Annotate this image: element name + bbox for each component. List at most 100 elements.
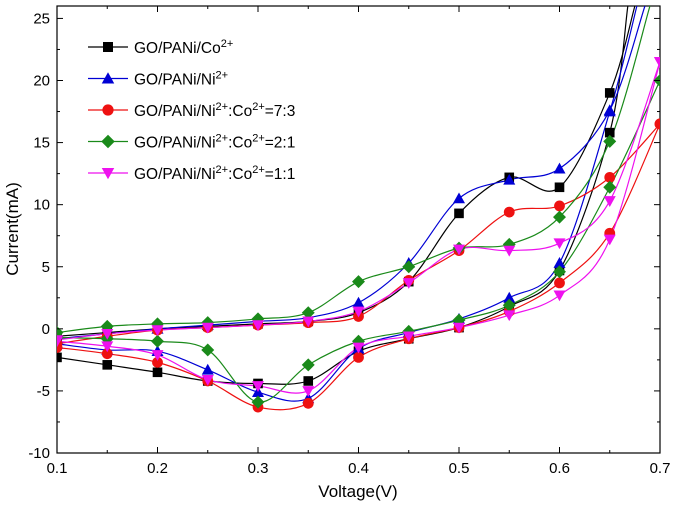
- legend-label-4-name_suffix: :Co: [228, 166, 252, 183]
- x-tick-label: 0.4: [348, 460, 369, 477]
- series-1-point: [553, 162, 566, 174]
- legend-label-1: GO/PANi/Ni2+: [134, 70, 228, 89]
- legend-label-3-name_sup2: 2+: [252, 133, 265, 145]
- series-4-point: [252, 320, 264, 332]
- legend-label-4-name_sup: 2+: [216, 164, 229, 176]
- series-2-point: [353, 351, 364, 363]
- series-2-point: [101, 348, 113, 360]
- x-axis-title: Voltage(V): [318, 482, 397, 501]
- series-1-cathodic-line: [57, 6, 638, 402]
- legend-label-4: GO/PANi/Ni2+:Co2+=1:1: [134, 164, 295, 183]
- series-0-point: [102, 360, 113, 370]
- series-0-cathodic-line: [57, 6, 629, 385]
- legend-label-0-name: GO/PANi/Co: [134, 40, 221, 57]
- series-4-point: [402, 331, 415, 343]
- series-0-point: [152, 367, 163, 378]
- series-2-point: [604, 171, 616, 183]
- y-tick-label: -5: [37, 383, 50, 400]
- series-3-point: [301, 358, 315, 372]
- series-3-point: [603, 180, 617, 194]
- legend-label-4-name: GO/PANi/Ni: [134, 166, 216, 183]
- series-4-point: [402, 278, 415, 289]
- legend-label-4-name_suffix2: =1:1: [265, 166, 296, 183]
- series-0-point: [303, 376, 314, 386]
- x-axis-ticks: 0.1 0.2 0.3 0.4 0.5 0.6 0.7: [47, 6, 671, 477]
- legend-marker-1: [101, 72, 115, 84]
- series-4-point: [101, 341, 114, 353]
- legend-marker-0: [103, 42, 113, 52]
- legend-marker-3: [101, 134, 115, 149]
- series-3-point: [151, 334, 164, 348]
- series-markers: [57, 57, 660, 413]
- series-3-point: [151, 317, 164, 331]
- legend-label-0: GO/PANi/Co2+: [134, 38, 233, 57]
- y-tick-label: -10: [28, 445, 50, 462]
- series-4-point: [603, 196, 616, 207]
- series-4-point: [352, 342, 365, 354]
- series-4-point: [151, 325, 164, 337]
- series-4-point: [57, 336, 63, 348]
- legend-label-3-name_sup: 2+: [216, 133, 229, 145]
- y-tick-label: 15: [33, 135, 50, 152]
- legend-label-3-name_suffix2: =2:1: [265, 135, 296, 152]
- legend-label-3-name: GO/PANi/Ni: [134, 135, 216, 152]
- y-axis-ticks: -10 -5 0 5 10 15 20 25: [28, 10, 660, 462]
- series-4-point: [503, 245, 516, 257]
- series-3-point: [402, 260, 416, 274]
- series-4-point: [151, 350, 164, 361]
- series-3-point: [251, 395, 265, 409]
- legend-marker-2: [102, 104, 114, 116]
- series-3-point: [553, 210, 566, 224]
- y-tick-label: 5: [42, 259, 50, 276]
- series-2-point: [554, 277, 565, 289]
- series-0-point: [454, 208, 464, 219]
- series-1-point: [352, 296, 365, 308]
- series-4-point: [201, 374, 214, 386]
- series-4-point: [453, 244, 465, 256]
- legend-label-2-name_sup2: 2+: [252, 101, 265, 113]
- series-3-point: [301, 306, 315, 320]
- series-1-point: [553, 257, 566, 268]
- series-4-point: [553, 290, 566, 302]
- legend-label-3-name_suffix: :Co: [228, 135, 252, 152]
- x-tick-label: 0.1: [47, 460, 68, 477]
- legend-label-0-name_sup: 2+: [221, 38, 234, 50]
- series-1-point: [503, 173, 516, 185]
- series-4-point: [553, 238, 566, 250]
- legend-label-3: GO/PANi/Ni2+:Co2+=2:1: [134, 133, 295, 152]
- series-0-point: [554, 182, 565, 193]
- legend-label-2-name_sup: 2+: [216, 101, 229, 113]
- series-4-point: [101, 329, 114, 340]
- x-tick-label: 0.3: [248, 460, 269, 477]
- legend-label-1-name_sup: 2+: [216, 70, 229, 82]
- legend-marker-4: [101, 168, 115, 180]
- series-4-point: [503, 310, 516, 322]
- y-tick-label: 20: [33, 73, 50, 90]
- legend-label-2-name_suffix: :Co: [228, 103, 252, 120]
- series-2-point: [302, 397, 314, 409]
- series-0-point: [604, 127, 615, 138]
- series-1-point: [453, 192, 465, 204]
- x-tick-label: 0.6: [549, 460, 570, 477]
- x-tick-label: 0.7: [650, 460, 671, 477]
- y-tick-label: 25: [33, 10, 50, 27]
- series-1-point: [201, 363, 214, 375]
- series-2-point: [152, 356, 163, 368]
- series-0-point: [57, 352, 62, 363]
- y-axis-title: Current(mA): [3, 182, 22, 276]
- series-3-point: [201, 343, 215, 357]
- series-4-point: [453, 322, 465, 334]
- y-tick-label: 0: [42, 321, 50, 338]
- legend-label-2-name: GO/PANi/Ni: [134, 103, 216, 120]
- legend-label-4-name_sup2: 2+: [252, 164, 265, 176]
- series-4-point: [201, 322, 214, 334]
- x-tick-label: 0.2: [147, 460, 168, 477]
- series-3-point: [603, 134, 617, 148]
- x-tick-label: 0.5: [449, 460, 470, 477]
- series-3-point: [352, 275, 365, 289]
- series-4-point: [252, 381, 264, 392]
- legend-label-2: GO/PANi/Ni2+:Co2+=7:3: [134, 101, 295, 120]
- series-2-point: [503, 206, 515, 218]
- legend-label-1-name: GO/PANi/Ni: [134, 72, 216, 89]
